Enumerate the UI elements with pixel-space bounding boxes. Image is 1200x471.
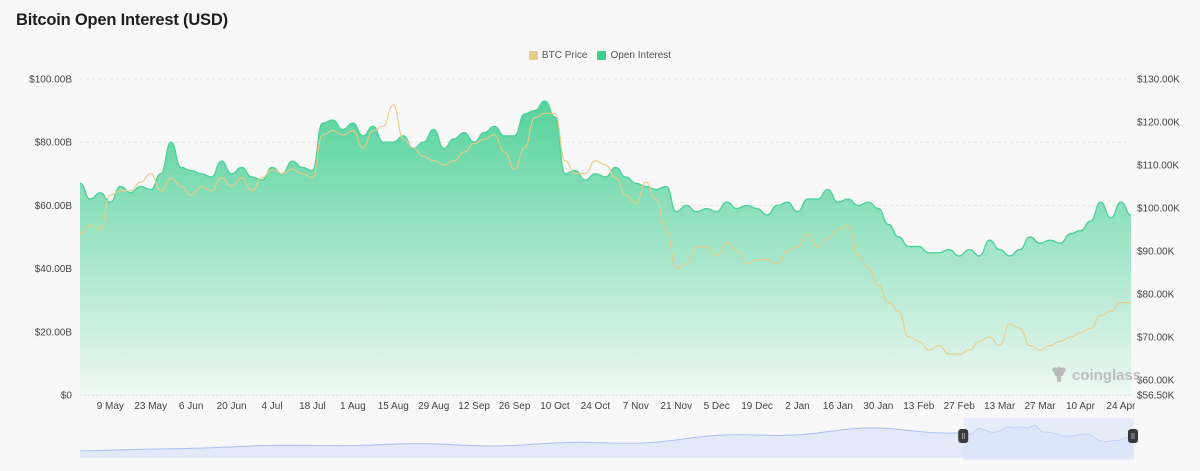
y2-tick-label: $130.00K	[1137, 75, 1180, 86]
x-tick-label: 20 Jun	[217, 401, 247, 412]
page-title: Bitcoin Open Interest (USD)	[16, 11, 228, 29]
right-y-axis: $56.50K $60.00K $70.00K $80.00K $90.00K $100.…	[1137, 75, 1180, 402]
x-tick-label: 18 Jul	[299, 401, 326, 412]
open-interest-series	[79, 100, 1132, 395]
navigator-right-handle[interactable]	[1128, 429, 1138, 443]
x-tick-label: 5 Dec	[704, 401, 730, 412]
btc-price-series	[79, 104, 1131, 355]
x-tick-label: 19 Dec	[741, 401, 773, 412]
x-tick-label: 4 Jul	[261, 401, 282, 412]
y-tick-label: $20.00B	[35, 327, 73, 338]
x-tick-label: 7 Nov	[623, 401, 649, 412]
chart-legend: BTC Price Open Interest	[0, 50, 1200, 61]
open-interest-swatch-icon	[597, 51, 607, 60]
y2-tick-label: $80.00K	[1137, 289, 1175, 300]
x-tick-label: 27 Feb	[944, 401, 976, 412]
x-tick-label: 10 Apr	[1066, 401, 1096, 412]
x-tick-label: 15 Aug	[378, 401, 409, 412]
y2-tick-label: $120.00K	[1137, 117, 1180, 128]
x-axis: 9 May 23 May 6 Jun 20 Jun 4 Jul 18 Jul 1 Aug 15…	[80, 394, 1136, 412]
x-tick-label: 16 Jan	[823, 401, 853, 412]
y2-tick-label: $100.00K	[1137, 203, 1180, 214]
navigator-left-handle[interactable]	[958, 429, 969, 443]
y2-tick-label: $56.50K	[1137, 391, 1175, 402]
x-tick-label: 27 Mar	[1024, 401, 1056, 412]
y-tick-label: $100.00B	[29, 75, 72, 86]
watermark: coinglass	[1052, 367, 1141, 384]
x-tick-label: 24 Apr	[1106, 401, 1136, 412]
legend-label: BTC Price	[541, 50, 588, 61]
legend-item-btc-price[interactable]: BTC Price	[528, 50, 588, 61]
y2-tick-label: $110.00K	[1137, 160, 1179, 171]
range-navigator[interactable]	[79, 418, 1138, 460]
x-tick-label: 12 Sep	[458, 401, 490, 412]
x-tick-label: 10 Oct	[540, 401, 570, 412]
navigator-selection[interactable]	[963, 418, 1134, 460]
x-tick-label: 13 Feb	[903, 401, 935, 412]
watermark-text: coinglass	[1072, 367, 1141, 384]
btc-price-swatch-icon	[528, 51, 538, 60]
y-tick-label: $60.00B	[35, 201, 73, 212]
legend-item-open-interest[interactable]: Open Interest	[597, 50, 671, 61]
x-tick-label: 6 Jun	[179, 401, 203, 412]
y-tick-label: $0	[61, 391, 73, 402]
y2-tick-label: $90.00K	[1137, 246, 1175, 257]
x-tick-label: 24 Oct	[581, 401, 611, 412]
y-tick-label: $80.00B	[35, 138, 73, 149]
x-tick-label: 21 Nov	[660, 401, 692, 412]
coinglass-logo-icon	[1052, 367, 1066, 382]
x-tick-label: 30 Jan	[863, 401, 893, 412]
x-tick-label: 2 Jan	[785, 401, 809, 412]
x-tick-label: 26 Sep	[499, 401, 531, 412]
y2-tick-label: $70.00K	[1137, 332, 1175, 343]
x-tick-label: 1 Aug	[340, 401, 366, 412]
x-tick-label: 13 Mar	[984, 401, 1016, 412]
legend-label: Open Interest	[610, 50, 672, 61]
y-tick-label: $40.00B	[35, 264, 73, 275]
y2-tick-label: $60.00K	[1137, 375, 1175, 386]
x-tick-label: 29 Aug	[418, 401, 449, 412]
x-tick-label: 9 May	[97, 401, 124, 412]
x-tick-label: 23 May	[134, 401, 167, 412]
left-y-axis: $0 $20.00B $40.00B $60.00B $80.00B $100.00B	[29, 75, 72, 402]
